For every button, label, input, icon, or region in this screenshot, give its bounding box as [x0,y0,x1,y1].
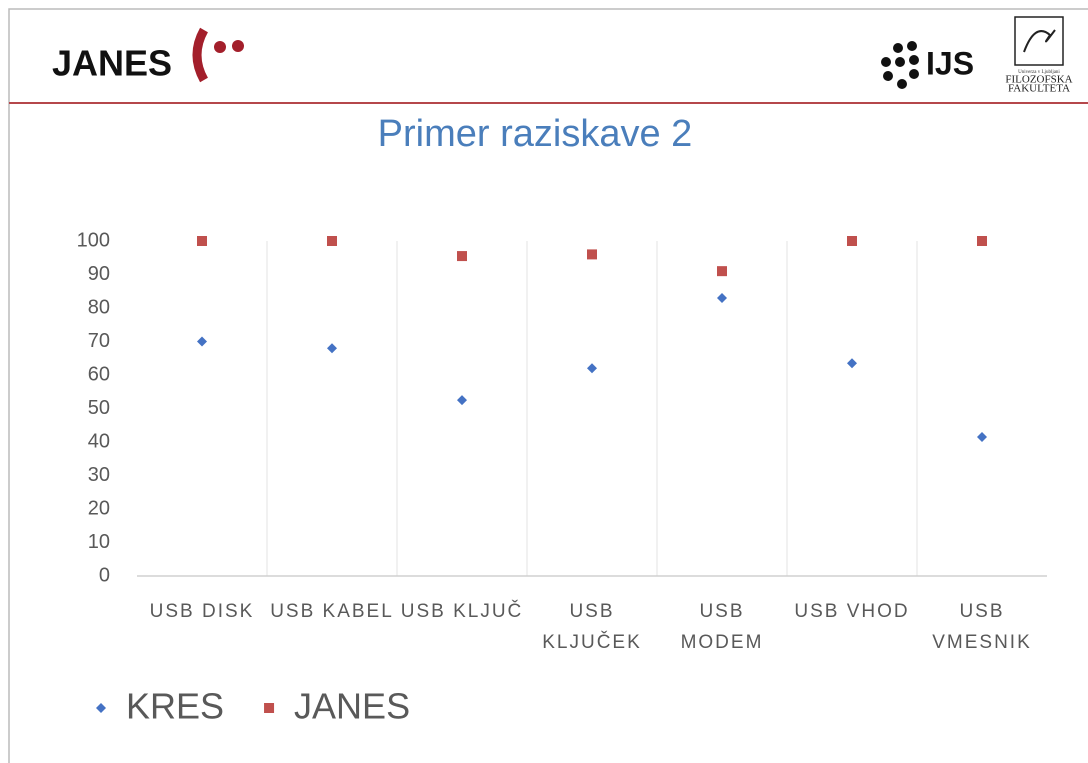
data-point [847,236,857,246]
faculty-name: FAKULTETA [1008,83,1070,95]
chart-title: Primer raziskave 2 [378,113,693,155]
data-point [717,266,727,277]
logo-dot [232,40,244,52]
data-point [977,236,987,246]
y-tick-label: 80 [88,296,110,318]
y-tick-label: 20 [88,497,110,519]
x-tick-label: USB MODEM [680,601,764,653]
y-tick-label: 10 [88,531,110,553]
y-tick-label: 30 [88,464,110,486]
x-tick-label: USB KABEL [270,601,394,622]
legend-marker [96,703,106,713]
data-point [587,249,597,260]
slide-frame [8,8,1088,763]
y-tick-label: 0 [99,564,110,586]
data-point [197,336,207,347]
y-tick-label: 100 [77,229,110,251]
x-tick-label: USB VMESNIK [932,601,1032,653]
x-tick-label: USB DISK [149,601,255,622]
data-point [327,343,337,354]
data-point [587,363,597,374]
data-point [457,251,467,262]
y-tick-label: 50 [88,397,110,419]
ff-emblem [1014,16,1064,66]
janes-logo: JANES [52,43,172,84]
x-tick-label: USB KLJUČEK [542,601,642,653]
y-tick-label: 70 [88,330,110,352]
faculty-top: Univerza v Ljubljani [1018,70,1060,75]
ff-emblem-mark [1023,29,1056,53]
y-tick-label: 60 [88,363,110,385]
data-point [327,236,337,246]
legend-label: JANES [294,686,410,727]
x-tick-label: USB KLJUČ [400,601,524,622]
logo-dot [214,41,226,53]
legend-marker [264,703,275,713]
ijs-logo: IJS [926,45,974,81]
faculty-name: FILOZOFSKA [1005,74,1072,86]
logo-bracket [192,27,209,83]
data-point [717,292,727,303]
y-tick-label: 40 [88,430,110,452]
data-point [197,236,207,246]
data-point [847,358,857,369]
data-point [457,395,467,406]
x-tick-label: USB VHOD [794,601,910,622]
legend-label: KRES [126,686,224,727]
data-point [977,431,987,442]
y-tick-label: 90 [88,263,110,285]
ijs-dots [881,41,919,89]
